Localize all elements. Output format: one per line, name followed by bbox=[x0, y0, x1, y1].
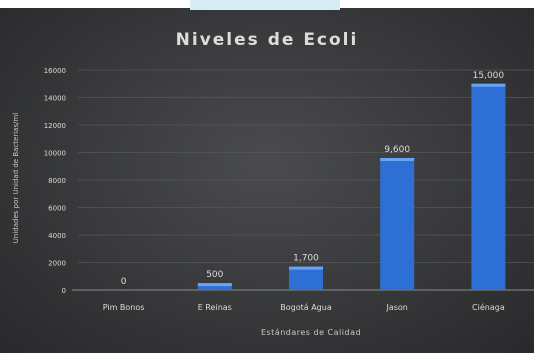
bar-highlight bbox=[471, 83, 506, 87]
bar bbox=[289, 266, 323, 290]
x-tick-label: Bogotá Agua bbox=[280, 303, 332, 312]
data-label: 9,600 bbox=[384, 145, 410, 155]
bar-highlight bbox=[289, 266, 323, 270]
bar-highlight bbox=[197, 283, 232, 287]
x-tick-label: Pim Bonos bbox=[103, 303, 145, 312]
data-label: 0 bbox=[121, 277, 127, 287]
data-label: 15,000 bbox=[473, 71, 505, 81]
data-label: 1,700 bbox=[293, 254, 319, 264]
x-tick-label: Ciénaga bbox=[472, 302, 505, 312]
data-label: 500 bbox=[206, 270, 223, 280]
x-axis-label: Estándares de Calidad bbox=[260, 328, 362, 337]
y-tick-label: 16000 bbox=[44, 67, 66, 75]
x-tick-label: Jason bbox=[385, 303, 407, 312]
y-tick-label: 0 bbox=[62, 287, 66, 295]
y-tick-label: 2000 bbox=[48, 260, 66, 268]
y-tick-label: 10000 bbox=[44, 150, 66, 158]
bar bbox=[380, 158, 415, 290]
y-tick-label: 4000 bbox=[48, 232, 66, 240]
y-tick-label: 14000 bbox=[44, 95, 66, 103]
chart-area bbox=[0, 8, 534, 353]
bar bbox=[197, 283, 232, 290]
y-tick-label: 8000 bbox=[48, 177, 66, 185]
bar bbox=[471, 83, 506, 290]
top-decoration bbox=[190, 0, 340, 10]
bar-highlight bbox=[380, 158, 415, 161]
y-tick-label: 12000 bbox=[44, 122, 66, 130]
y-tick-label: 6000 bbox=[48, 205, 66, 213]
x-tick-label: E Reinas bbox=[198, 303, 232, 312]
chart-title: Niveles de Ecoli bbox=[175, 30, 359, 50]
